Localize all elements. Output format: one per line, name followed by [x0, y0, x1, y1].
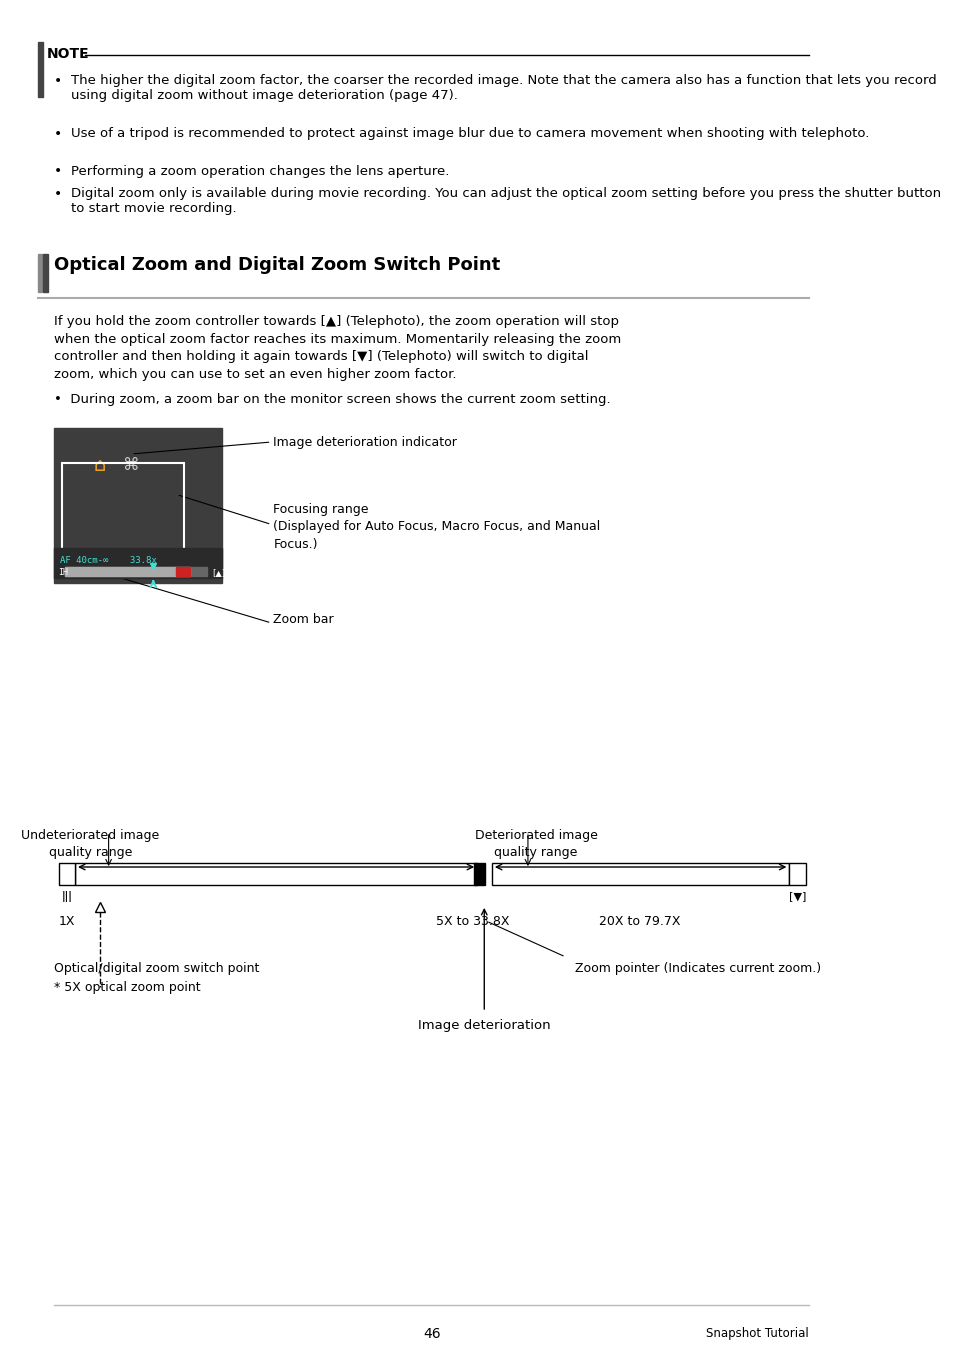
Text: •: • [54, 164, 63, 179]
Bar [38, 42, 43, 96]
Bar [176, 567, 190, 575]
Text: 20X to 79.7X: 20X to 79.7X [598, 915, 679, 928]
Text: Performing a zoom operation changes the lens aperture.: Performing a zoom operation changes the … [71, 164, 449, 178]
Text: ⌂: ⌂ [93, 456, 106, 475]
Bar [65, 567, 190, 575]
Bar [492, 863, 788, 885]
Text: 5X to 33.8X: 5X to 33.8X [436, 915, 509, 928]
Text: Use of a tripod is recommended to protect against image blur due to camera movem: Use of a tripod is recommended to protec… [71, 128, 868, 140]
Text: Digital zoom only is available during movie recording. You can adjust the optica: Digital zoom only is available during mo… [71, 186, 940, 214]
Text: Deteriorated image
quality range: Deteriorated image quality range [474, 829, 597, 859]
Text: Image deterioration: Image deterioration [417, 1019, 550, 1033]
Bar [54, 427, 221, 584]
Bar [38, 254, 42, 292]
Text: 1X: 1X [59, 915, 75, 928]
Text: Image deterioration indicator: Image deterioration indicator [274, 436, 456, 449]
Text: The higher the digital zoom factor, the coarser the recorded image. Note that th: The higher the digital zoom factor, the … [71, 75, 936, 102]
Text: If you hold the zoom controller towards [▲] (Telephoto), the zoom operation will: If you hold the zoom controller towards … [54, 315, 621, 380]
Text: Zoom pointer (Indicates current zoom.): Zoom pointer (Indicates current zoom.) [574, 962, 820, 974]
Text: •: • [54, 128, 63, 141]
Text: Undeteriorated image
quality range: Undeteriorated image quality range [21, 829, 159, 859]
Bar [474, 863, 485, 885]
Bar [65, 567, 207, 575]
Bar [788, 863, 804, 885]
Text: Zoom bar: Zoom bar [274, 613, 334, 626]
Text: Snapshot Tutorial: Snapshot Tutorial [706, 1327, 808, 1339]
Bar [54, 548, 221, 578]
Text: [▲]: [▲] [212, 569, 225, 577]
Text: NOTE: NOTE [47, 47, 90, 61]
Bar [75, 863, 476, 885]
Text: •: • [54, 186, 63, 201]
Text: Focusing range
(Displayed for Auto Focus, Macro Focus, and Manual
Focus.): Focusing range (Displayed for Auto Focus… [274, 502, 600, 551]
Text: IH: IH [58, 569, 68, 577]
Text: AF 40cm-∞    33.8x: AF 40cm-∞ 33.8x [60, 556, 156, 565]
Text: •  During zoom, a zoom bar on the monitor screen shows the current zoom setting.: • During zoom, a zoom bar on the monitor… [54, 394, 610, 406]
Text: Optical Zoom and Digital Zoom Switch Point: Optical Zoom and Digital Zoom Switch Poi… [54, 256, 500, 274]
Text: |||: ||| [62, 890, 72, 901]
Bar [62, 463, 184, 554]
Text: [▼]: [▼] [788, 892, 805, 901]
Text: ⌘: ⌘ [123, 456, 139, 474]
Bar [59, 863, 75, 885]
Text: •: • [54, 75, 63, 88]
Text: 46: 46 [422, 1327, 440, 1341]
Text: Optical/digital zoom switch point
* 5X optical zoom point: Optical/digital zoom switch point * 5X o… [54, 962, 259, 993]
Bar [43, 254, 48, 292]
